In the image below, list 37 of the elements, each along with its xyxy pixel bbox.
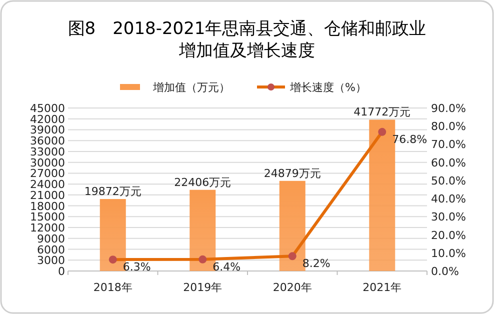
y-tick-label: 21000 — [30, 188, 65, 202]
y2-tick-label: 90.0% — [431, 102, 466, 115]
y-tick-label: 12000 — [30, 222, 65, 235]
data-label: 22406万元 — [174, 176, 232, 189]
data-label: 19872万元 — [84, 185, 142, 198]
y2-tick-label: 50.0% — [431, 174, 466, 188]
y-tick-label: 24000 — [30, 178, 65, 192]
y-tick-label: 9000 — [37, 232, 65, 246]
y2-tick-label: 80.0% — [431, 120, 466, 134]
y-tick-label: 39000 — [30, 124, 65, 137]
x-tick-label: 2019年 — [183, 281, 222, 294]
y-tick-label: 36000 — [30, 134, 65, 148]
y2-tick-label: 40.0% — [431, 192, 466, 206]
y-tick-label: 18000 — [30, 200, 65, 213]
y-tick-label: 3000 — [37, 254, 65, 268]
y2-tick-label: 30.0% — [431, 210, 466, 224]
chart-title: 图8 2018-2021年思南县交通、仓储和邮政业增加值及增长速度 — [66, 18, 428, 62]
legend-label: 增长速度（%） — [289, 81, 366, 94]
data-label: 24879万元 — [264, 166, 321, 180]
y-tick-label: 6000 — [37, 243, 65, 256]
y-tick-label: 27000 — [30, 167, 65, 180]
legend-label: 增加值（万元） — [152, 81, 230, 94]
y-tick-label: 42000 — [30, 112, 65, 126]
y-tick-label: 45000 — [30, 102, 65, 115]
y-tick-label: 30000 — [30, 156, 65, 170]
y2-tick-label: 60.0% — [431, 156, 466, 170]
x-tick-label: 2018年 — [93, 281, 132, 294]
y2-tick-label: 0.0% — [431, 265, 459, 278]
y2-tick-label: 10.0% — [431, 246, 466, 260]
y-tick-label: 15000 — [30, 210, 65, 224]
x-tick-label: 2020年 — [272, 281, 312, 294]
y2-tick-label: 70.0% — [431, 138, 466, 152]
x-tick-label: 2021年 — [362, 281, 402, 294]
y-tick-label: 33000 — [30, 145, 65, 158]
y2-tick-label: 20.0% — [431, 228, 466, 242]
data-label: 41772万元 — [354, 106, 411, 119]
y-tick-label: 0 — [58, 265, 65, 278]
